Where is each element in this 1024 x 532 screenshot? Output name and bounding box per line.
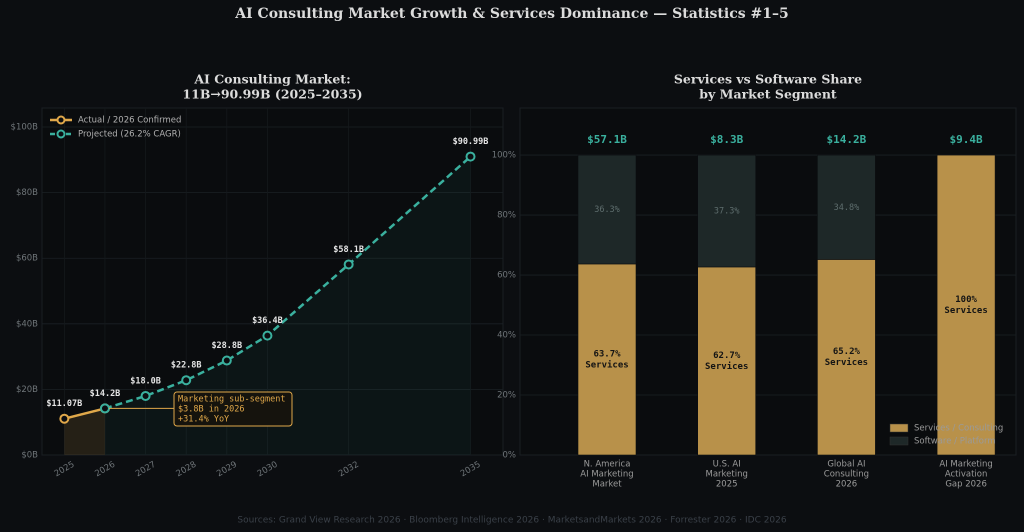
- chart-title: Services vs Software Share: [674, 72, 862, 87]
- chart-title: by Market Segment: [699, 87, 837, 102]
- value-label: $14.2B: [90, 389, 121, 399]
- point: [465, 151, 476, 162]
- x-tick-label: Global AI: [827, 460, 865, 470]
- value-label: 34.8%: [834, 203, 860, 213]
- value-label: 65.2%: [833, 347, 861, 357]
- point: [262, 330, 273, 341]
- y-tick-label: 40%: [497, 331, 516, 341]
- y-tick-label: 80%: [497, 211, 516, 221]
- x-tick-label: U.S. AI: [713, 460, 741, 470]
- point: [140, 390, 151, 401]
- value-label: $58.1B: [333, 245, 364, 255]
- point: [99, 403, 110, 414]
- value-label: $11.07B: [46, 399, 82, 409]
- x-tick-label: AI Marketing: [939, 460, 992, 470]
- point: [181, 375, 192, 386]
- value-label: Services: [705, 361, 748, 372]
- point: [221, 355, 232, 366]
- value-label: 62.7%: [713, 351, 741, 361]
- legend-marker: [56, 115, 66, 125]
- value-label: Services: [944, 305, 987, 316]
- line: [64, 407, 106, 420]
- value-label: 100%: [955, 295, 977, 305]
- legend-label: Services / Consulting: [914, 424, 1003, 434]
- bar-segment: [577, 263, 637, 456]
- area-fill: [104, 156, 471, 456]
- total-label: $14.2B: [827, 133, 867, 146]
- x-tick-label: N. America: [584, 460, 631, 470]
- x-tick-label: Marketing: [706, 470, 748, 480]
- x-tick-label: 2026: [836, 480, 858, 490]
- y-tick-label: 20%: [497, 391, 516, 401]
- area-fill: [64, 408, 105, 455]
- value-label: 36.3%: [594, 205, 620, 215]
- point: [343, 259, 354, 270]
- y-tick-label: $60B: [16, 254, 38, 264]
- value-label: $18.0B: [130, 376, 161, 386]
- x-tick-label: Consulting: [824, 470, 869, 480]
- legend-label: Actual / 2026 Confirmed: [78, 116, 181, 126]
- legend-swatch: [889, 436, 909, 446]
- y-tick-label: 100%: [492, 151, 516, 161]
- value-label: $22.8B: [171, 361, 202, 371]
- annotation-text: +31.4% YoY: [178, 415, 229, 425]
- legend-marker: [56, 129, 66, 139]
- total-label: $8.3B: [710, 133, 743, 146]
- bar-segment: [697, 154, 757, 268]
- value-label: $28.8B: [211, 341, 242, 351]
- value-label: $36.4B: [252, 316, 283, 326]
- value-label: $90.99B: [453, 137, 489, 147]
- page-title: AI Consulting Market Growth & Services D…: [234, 6, 788, 22]
- legend-swatch: [889, 423, 909, 433]
- value-label: Services: [585, 359, 628, 370]
- value-label: 37.3%: [714, 207, 740, 217]
- value-label: 63.7%: [593, 349, 621, 359]
- annotation-box: [173, 391, 293, 427]
- bar-segment: [577, 154, 637, 265]
- chart-title: 11B→90.99B (2025–2035): [182, 87, 362, 102]
- y-tick-label: 0%: [503, 451, 517, 461]
- value-label: Services: [825, 357, 868, 368]
- footer: Sources: Grand View Research 2026 · Bloo…: [237, 516, 787, 526]
- legend-label: Projected (26.2% CAGR): [78, 130, 181, 140]
- y-tick-label: $40B: [16, 319, 38, 329]
- y-tick-label: $100B: [11, 123, 39, 133]
- legend-label: Software / Platform: [914, 437, 996, 447]
- annotation-text: Marketing sub-segment: [178, 395, 285, 405]
- x-tick-label: Activation: [945, 470, 988, 480]
- bar-segment: [817, 259, 876, 456]
- x-tick-label: Gap 2026: [945, 480, 987, 490]
- y-tick-label: $80B: [16, 188, 38, 198]
- y-tick-label: $20B: [16, 385, 38, 395]
- total-label: $57.1B: [587, 133, 627, 146]
- chart-title: AI Consulting Market:: [193, 72, 350, 87]
- y-tick-label: 60%: [497, 271, 516, 281]
- annotation-text: $3.8B in 2026: [178, 405, 245, 415]
- x-tick-label: 2025: [716, 480, 738, 490]
- x-tick-label: AI Marketing: [580, 470, 633, 480]
- point: [59, 413, 70, 424]
- y-tick-label: $0B: [21, 451, 38, 461]
- bar-segment: [936, 154, 996, 456]
- total-label: $9.4B: [950, 133, 983, 146]
- bar-segment: [817, 154, 876, 260]
- x-tick-label: Market: [592, 480, 622, 490]
